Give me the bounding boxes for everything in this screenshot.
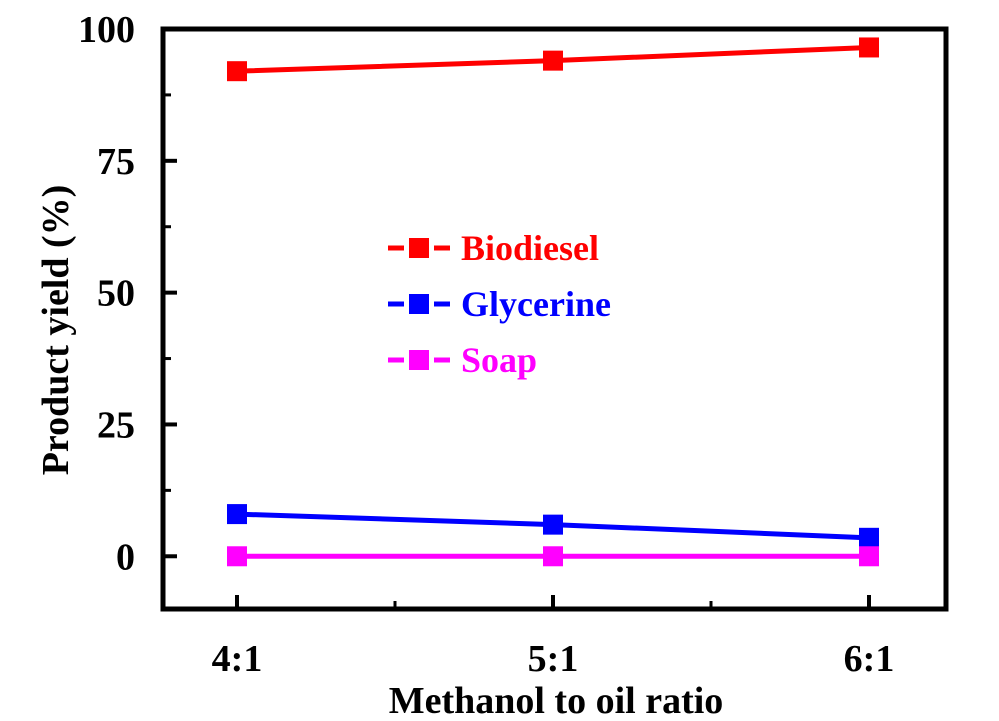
legend-label-soap: Soap (461, 340, 537, 380)
series-glycerine (227, 504, 879, 548)
y-tick-label: 0 (116, 536, 135, 578)
data-point-glycerine (227, 504, 247, 525)
series-layer (227, 37, 879, 567)
x-tick-label: 6:1 (844, 638, 895, 680)
data-point-soap (227, 546, 247, 567)
axis-ticks (163, 27, 871, 609)
data-point-biodiesel (227, 61, 247, 82)
data-point-soap (543, 546, 563, 567)
legend: Biodiesel Glycerine Soap (388, 228, 611, 380)
series-soap (227, 546, 879, 567)
legend-marker-glycerine (409, 294, 429, 314)
y-tick-label: 50 (97, 273, 135, 315)
data-point-biodiesel (543, 50, 563, 71)
legend-item-biodiesel: Biodiesel (388, 228, 599, 268)
data-point-soap (859, 546, 879, 567)
legend-marker-biodiesel (409, 238, 429, 258)
x-axis-title: Methanol to oil ratio (389, 680, 724, 721)
data-point-glycerine (859, 527, 879, 548)
legend-item-soap: Soap (388, 340, 537, 380)
legend-label-glycerine: Glycerine (461, 284, 611, 324)
series-biodiesel (227, 37, 879, 82)
y-tick-label: 25 (97, 404, 135, 446)
y-tick-label: 100 (78, 9, 135, 51)
data-point-glycerine (543, 514, 563, 535)
legend-label-biodiesel: Biodiesel (461, 228, 599, 268)
legend-marker-soap (409, 350, 429, 370)
data-point-biodiesel (859, 37, 879, 58)
y-axis-title: Product yield (%) (35, 185, 77, 476)
x-tick-label: 5:1 (528, 638, 579, 680)
y-tick-label: 75 (97, 141, 135, 183)
x-tick-label: 4:1 (212, 638, 263, 680)
tick-labels: 0 25 50 75 100 4:1 5:1 6:1 (78, 9, 894, 680)
legend-item-glycerine: Glycerine (388, 284, 611, 324)
